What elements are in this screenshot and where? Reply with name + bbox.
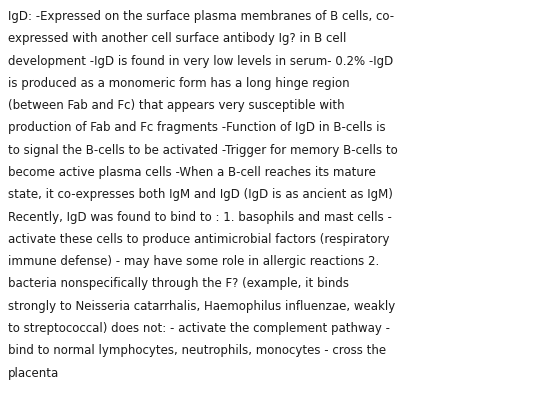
Text: IgD: -Expressed on the surface plasma membranes of B cells, co-: IgD: -Expressed on the surface plasma me…	[8, 10, 395, 23]
Text: production of Fab and Fc fragments -Function of IgD in B-cells is: production of Fab and Fc fragments -Func…	[8, 121, 386, 135]
Text: Recently, IgD was found to bind to : 1. basophils and mast cells -: Recently, IgD was found to bind to : 1. …	[8, 211, 392, 224]
Text: expressed with another cell surface antibody Ig? in B cell: expressed with another cell surface anti…	[8, 32, 347, 45]
Text: placenta: placenta	[8, 367, 60, 380]
Text: immune defense) - may have some role in allergic reactions 2.: immune defense) - may have some role in …	[8, 255, 379, 268]
Text: bacteria nonspecifically through the F? (example, it binds: bacteria nonspecifically through the F? …	[8, 277, 349, 291]
Text: strongly to Neisseria catarrhalis, Haemophilus influenzae, weakly: strongly to Neisseria catarrhalis, Haemo…	[8, 300, 396, 313]
Text: (between Fab and Fc) that appears very susceptible with: (between Fab and Fc) that appears very s…	[8, 99, 345, 112]
Text: to streptococcal) does not: - activate the complement pathway -: to streptococcal) does not: - activate t…	[8, 322, 391, 335]
Text: become active plasma cells -When a B-cell reaches its mature: become active plasma cells -When a B-cel…	[8, 166, 376, 179]
Text: is produced as a monomeric form has a long hinge region: is produced as a monomeric form has a lo…	[8, 77, 350, 90]
Text: activate these cells to produce antimicrobial factors (respiratory: activate these cells to produce antimicr…	[8, 233, 390, 246]
Text: bind to normal lymphocytes, neutrophils, monocytes - cross the: bind to normal lymphocytes, neutrophils,…	[8, 344, 387, 357]
Text: state, it co-expresses both IgM and IgD (IgD is as ancient as IgM): state, it co-expresses both IgM and IgD …	[8, 188, 393, 201]
Text: development -IgD is found in very low levels in serum- 0.2% -IgD: development -IgD is found in very low le…	[8, 55, 393, 68]
Text: to signal the B-cells to be activated -Trigger for memory B-cells to: to signal the B-cells to be activated -T…	[8, 144, 398, 157]
